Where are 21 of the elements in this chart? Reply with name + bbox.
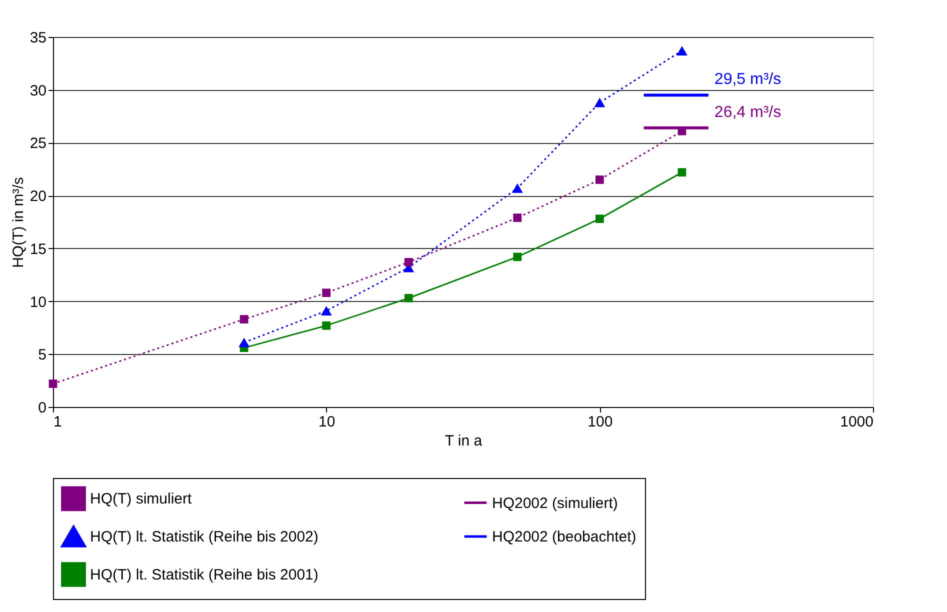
y-tick-label: 25 <box>30 135 46 152</box>
y-tick-label: 5 <box>38 346 46 364</box>
legend-label: HQ2002 (beobachtet) <box>492 528 636 546</box>
legend-label: HQ2002 (simuliert) <box>492 494 618 512</box>
y-axis-title: HQ(T) in m³/s <box>10 177 27 268</box>
annotation: 26,4 m³/s <box>714 104 782 121</box>
legend-label: HQ(T) lt. Statistik (Reihe bis 2002) <box>90 528 318 546</box>
y-tick-label: 35 <box>30 30 46 46</box>
legend-label: HQ(T) simuliert <box>90 490 192 508</box>
y-tick-label: 0 <box>38 400 46 416</box>
x-tick-label: 100 <box>588 414 613 430</box>
x-tick-label: 1000 <box>840 414 874 430</box>
x-tick-label: 1 <box>54 414 62 430</box>
x-axis-title: T in a <box>444 432 483 450</box>
legend-label: HQ(T) lt. Statistik (Reihe bis 2001) <box>90 566 318 584</box>
x-tick-label: 10 <box>318 414 336 430</box>
y-tick-label: 20 <box>30 188 46 206</box>
y-tick-label: 30 <box>30 82 46 100</box>
annotation: 29,5 m³/s <box>714 71 782 88</box>
y-tick-label: 10 <box>30 294 46 311</box>
y-tick-label: 15 <box>30 240 46 258</box>
